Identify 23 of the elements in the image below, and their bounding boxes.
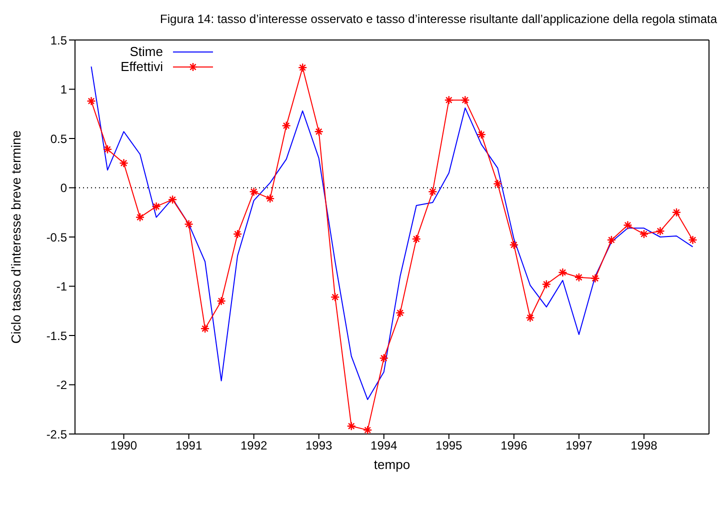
x-tick-label: 1998 (630, 438, 658, 453)
y-tick-label: -2 (56, 378, 68, 392)
x-tick-label: 1996 (500, 438, 528, 453)
x-tick-label: 1992 (240, 438, 268, 453)
y-tick-label: -1.5 (46, 328, 68, 343)
y-tick-label: 1 (60, 82, 68, 97)
x-tick-label: 1993 (305, 438, 333, 453)
y-tick-label: 0 (60, 181, 68, 196)
x-tick-label: 1995 (436, 438, 463, 453)
x-tick-label: 1994 (370, 438, 398, 453)
y-tick-label: -0.5 (46, 230, 68, 244)
y-axis-title: Ciclo tasso d’interesse breve termine (8, 130, 24, 344)
y-tick-label: 0.5 (50, 132, 68, 146)
x-tick-label: 1990 (110, 438, 138, 453)
legend-label: Effettivi (120, 59, 163, 74)
y-tick-label: 1.5 (50, 33, 68, 48)
y-tick-label: -2.5 (46, 427, 68, 442)
x-tick-label: 1991 (175, 438, 202, 453)
y-tick-label: -1 (56, 280, 68, 294)
chart-title: Figura 14: tasso d’interesse osservato e tasso d’interesse risultante dall’applicazione della regola stimata (160, 12, 717, 26)
x-axis-title: tempo (374, 457, 410, 472)
x-tick-label: 1997 (566, 438, 593, 453)
legend-label: Stime (128, 44, 163, 59)
